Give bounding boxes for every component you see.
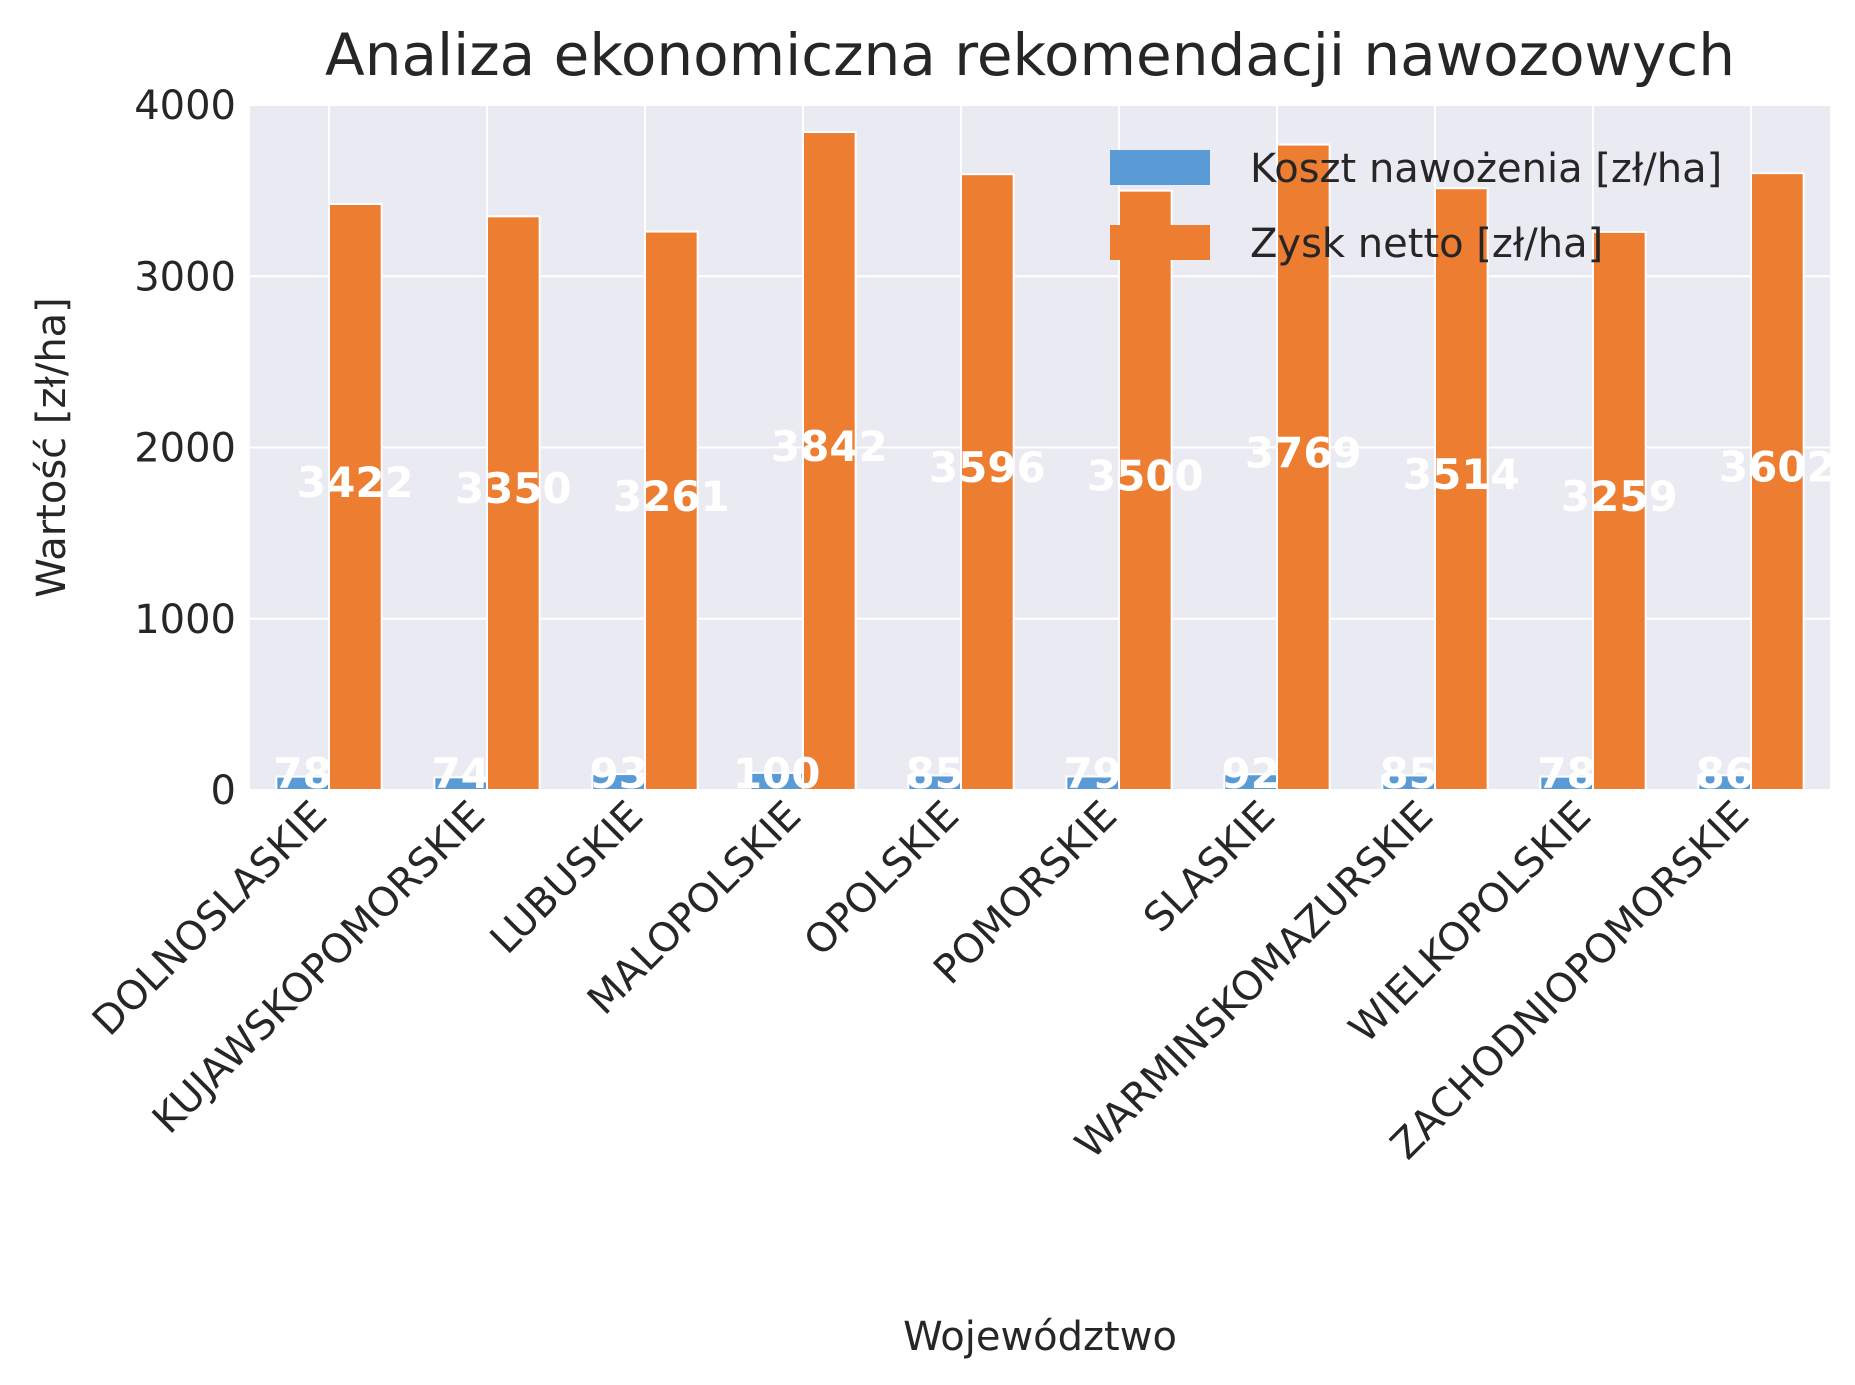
x-tick-label: OPOLSKIE — [795, 793, 968, 966]
chart-title: Analiza ekonomiczna rekomendacji nawozow… — [325, 21, 1735, 89]
bar-profit — [486, 215, 541, 791]
bar-profit — [1434, 187, 1489, 792]
y-tick-label: 2000 — [134, 426, 236, 472]
bar-label-profit: 3422 — [297, 458, 414, 507]
bar-label-cost: 93 — [589, 749, 647, 798]
y-tick-label: 0 — [211, 768, 236, 814]
bar-label-cost: 74 — [431, 749, 489, 798]
bar-profit — [1592, 230, 1647, 792]
bars — [275, 131, 1805, 792]
legend-label-cost: Koszt nawożenia [zł/ha] — [1250, 146, 1722, 192]
x-axis-ticks: DOLNOSLASKIEKUJAWSKOPOMORSKIELUBUSKIEMAL… — [84, 793, 1758, 1169]
bar-label-profit: 3769 — [1245, 428, 1362, 477]
bar-label-profit: 3596 — [929, 443, 1046, 492]
bar-label-profit: 3261 — [613, 472, 730, 521]
bar-profit — [1276, 143, 1331, 791]
y-tick-label: 4000 — [134, 83, 236, 129]
bar-label-profit: 3500 — [1087, 451, 1204, 500]
bar-profit — [1750, 172, 1805, 792]
bar-label-cost: 85 — [1379, 749, 1437, 798]
legend-swatch-cost — [1110, 150, 1210, 185]
bar-profit — [960, 173, 1015, 791]
legend: Koszt nawożenia [zł/ha] Zysk netto [zł/h… — [1110, 146, 1722, 267]
bar-label-profit: 3350 — [455, 464, 572, 513]
bar-labels: 78 74 93 100 85 79 92 85 78 86 3422 3350 3261 3842 359… — [273, 422, 1835, 798]
y-tick-label: 3000 — [134, 254, 236, 300]
bar-profit — [644, 230, 699, 791]
bar-label-cost: 85 — [905, 749, 963, 798]
bar-profit — [802, 131, 857, 791]
bar-label-cost: 79 — [1063, 749, 1121, 798]
legend-swatch-profit — [1110, 225, 1210, 260]
x-tick-label: SLASKIE — [1135, 793, 1284, 942]
bar-label-cost: 100 — [733, 749, 821, 798]
bar-label-profit: 3259 — [1561, 472, 1678, 521]
legend-label-profit: Zysk netto [zł/ha] — [1250, 221, 1603, 267]
bar-profit — [328, 202, 383, 792]
x-tick-label: KUJAWSKOPOMORSKIE — [144, 793, 494, 1143]
bar-label-profit: 3842 — [771, 422, 888, 471]
bar-label-cost: 78 — [273, 749, 331, 798]
y-axis-label: Wartość [zł/ha] — [29, 297, 75, 598]
x-tick-label: LUBUSKIE — [482, 793, 652, 963]
y-axis-ticks: 0 1000 2000 3000 4000 — [134, 83, 236, 814]
bar-label-profit: 3514 — [1403, 450, 1520, 499]
x-axis-label: Województwo — [903, 1314, 1177, 1360]
bar-profit — [1118, 189, 1173, 791]
bar-label-cost: 92 — [1221, 749, 1279, 798]
y-tick-label: 1000 — [134, 597, 236, 643]
bar-label-cost: 86 — [1695, 749, 1753, 798]
bar-label-profit: 3602 — [1719, 443, 1836, 492]
bar-label-cost: 78 — [1537, 749, 1595, 798]
